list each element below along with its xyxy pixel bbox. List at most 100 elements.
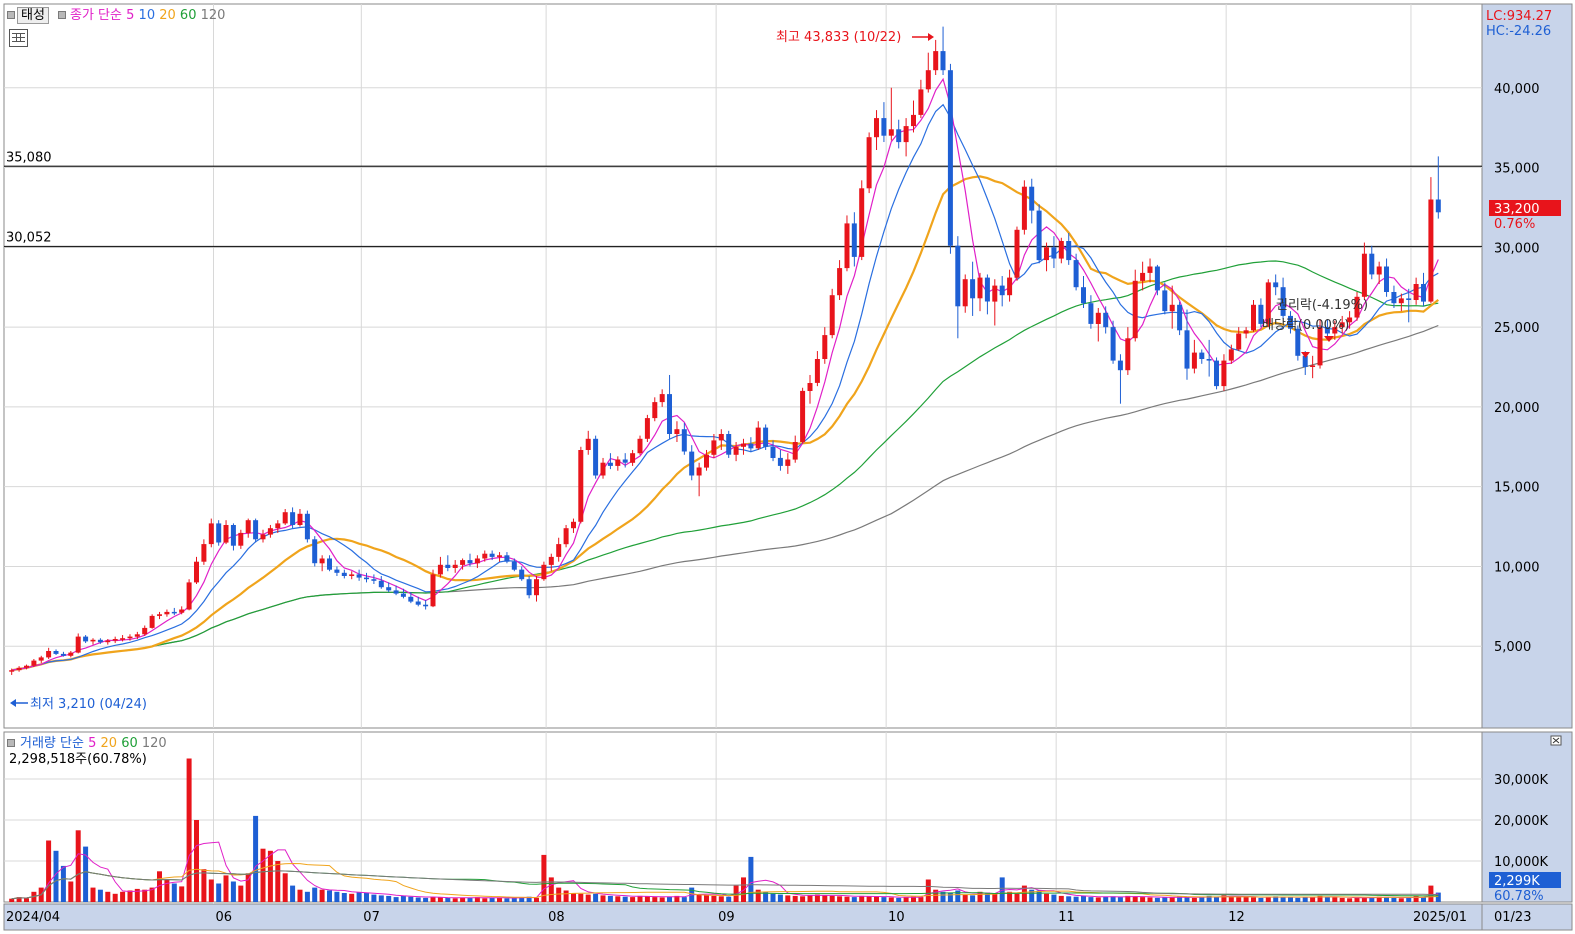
candle-body	[593, 438, 599, 476]
volume-tick-label: 20,000K	[1494, 814, 1548, 829]
candle-body	[460, 560, 466, 565]
candle-body	[267, 528, 273, 535]
candle-body	[800, 390, 806, 442]
volume-tick-label: 30,000K	[1494, 773, 1548, 788]
candle-body	[1014, 229, 1020, 278]
data-table-icon[interactable]	[9, 29, 28, 47]
volume-bar	[1361, 897, 1367, 902]
volume-bar	[16, 897, 22, 902]
candle-body	[541, 564, 547, 580]
price-pane[interactable]	[3, 3, 1483, 729]
volume-bar	[1132, 896, 1138, 902]
candle-body	[1280, 287, 1286, 316]
candle-body	[24, 665, 29, 668]
ma5-legend[interactable]: 5	[126, 8, 135, 23]
volume-bar	[186, 758, 192, 902]
ma120-legend[interactable]: 120	[200, 8, 226, 23]
volume-bar	[1081, 895, 1086, 902]
candle-body	[947, 70, 953, 246]
volume-bar	[1354, 897, 1360, 902]
candle-body	[157, 614, 162, 616]
volume-bar	[149, 887, 155, 902]
price-tick-label: 30,000	[1494, 241, 1540, 256]
date-tick-label: 07	[363, 910, 380, 925]
volume-bar	[327, 890, 332, 902]
volume-bar	[1169, 897, 1175, 902]
candle-body	[785, 459, 791, 466]
volume-bar	[127, 890, 133, 902]
volume-bar	[9, 898, 15, 902]
candle-body	[437, 564, 443, 575]
candle-body	[393, 590, 399, 594]
pane-menu-icon[interactable]	[7, 11, 15, 19]
candle-body	[16, 667, 22, 671]
vol-ma60-legend[interactable]: 60	[121, 736, 138, 751]
candle-body	[253, 520, 259, 540]
volume-bar	[194, 820, 199, 902]
volume-bar	[600, 895, 606, 902]
ma-settings-icon[interactable]	[58, 11, 66, 19]
candle-body	[829, 295, 835, 336]
lc-label: LC:934.27	[1486, 9, 1552, 24]
date-tick-label: 10	[888, 910, 905, 925]
vol-ma120-legend[interactable]: 120	[141, 736, 167, 751]
candle-body	[1243, 330, 1249, 334]
candle-body	[334, 569, 340, 573]
volume-bar	[800, 896, 806, 902]
volume-bar	[511, 897, 517, 902]
stock-name-button[interactable]: 태성	[17, 7, 49, 24]
volume-bar	[364, 893, 369, 902]
candle-body	[1288, 315, 1293, 329]
volume-bar	[349, 893, 355, 902]
candle-body	[1184, 330, 1190, 369]
price-axis[interactable]	[1481, 3, 1573, 729]
candle-body	[511, 561, 517, 570]
volume-legend[interactable]: 거래량 단순 5 20 60 120	[20, 736, 167, 751]
ma20-legend[interactable]: 20	[159, 8, 176, 23]
date-axis[interactable]	[3, 903, 1483, 931]
volume-bar	[68, 881, 74, 902]
candle-body	[1317, 327, 1323, 366]
date-axis-corner	[1481, 903, 1573, 931]
volume-bar	[230, 881, 236, 902]
candle-body	[1140, 272, 1146, 281]
date-tick-label: 11	[1058, 910, 1075, 925]
volume-bar	[992, 893, 998, 902]
candle-body	[1398, 298, 1404, 304]
ma10-legend[interactable]: 10	[138, 8, 156, 23]
current-price-box	[1489, 200, 1561, 216]
candle-body	[755, 427, 761, 449]
ma60-legend[interactable]: 60	[179, 8, 197, 23]
candle-body	[630, 453, 636, 463]
volume-bar	[615, 896, 621, 902]
candle-body	[1169, 304, 1175, 312]
candle-body	[1273, 282, 1279, 288]
candle-body	[1332, 327, 1338, 334]
volume-bar	[896, 897, 902, 902]
candle-body	[467, 560, 473, 564]
candle-body	[681, 429, 687, 452]
candle-body	[238, 532, 244, 546]
candle-body	[940, 51, 946, 71]
candle-body	[415, 601, 421, 605]
volume-bar	[933, 889, 939, 902]
candle-body	[992, 285, 998, 302]
volume-menu-icon[interactable]	[7, 739, 15, 747]
volume-bar	[792, 895, 798, 902]
volume-bar	[275, 861, 281, 902]
candle-body	[925, 70, 931, 90]
volume-bar	[1103, 896, 1109, 902]
candle-body	[1347, 317, 1353, 323]
candle-body	[90, 639, 96, 642]
vol-ma5-legend[interactable]: 5	[88, 736, 97, 751]
volume-bar	[674, 895, 680, 902]
volume-bar	[548, 877, 554, 902]
volume-bar	[304, 891, 310, 903]
vol-ma20-legend[interactable]: 20	[100, 736, 118, 751]
price-tick-label: 10,000	[1494, 560, 1540, 575]
volume-bar	[962, 894, 968, 902]
price-legend[interactable]: 종가 단순 5 10 20 60 120	[70, 8, 225, 23]
candle-body	[1117, 360, 1123, 371]
candle-body	[585, 438, 591, 450]
